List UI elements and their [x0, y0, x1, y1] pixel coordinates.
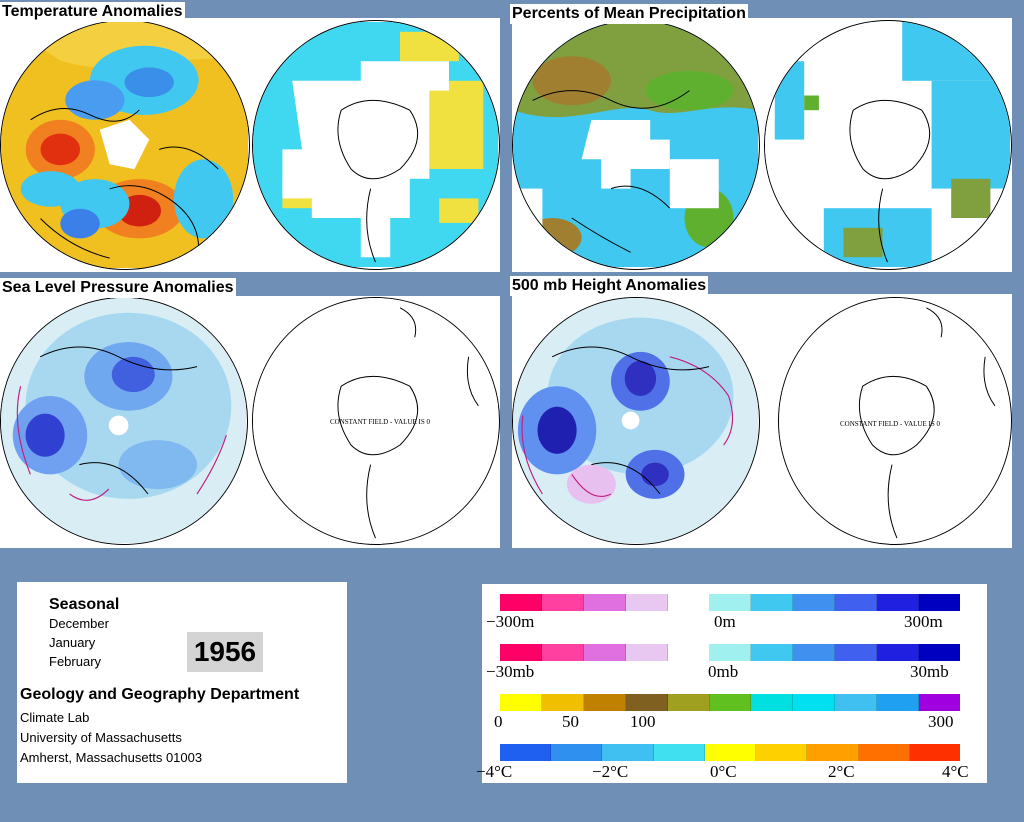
temperature-panel	[0, 18, 500, 272]
university-name: University of Massachusetts	[20, 730, 182, 745]
precip-colorbar-segment	[919, 694, 960, 711]
slp-panel: CONSTANT FIELD - VALUE IS 0	[0, 296, 500, 548]
temp-label-0: −4°C	[476, 762, 513, 781]
temp-colorbar-segment	[756, 744, 808, 761]
precip-colorbar-segment	[835, 694, 878, 711]
temp-colorbar-segment	[704, 744, 757, 761]
slp-map-sh	[252, 297, 500, 545]
pressure-colorbar-segment	[751, 644, 794, 661]
pressure-colorbar-segment	[625, 644, 668, 661]
month-1: December	[49, 616, 109, 631]
temp-label-1: −2°C	[592, 762, 629, 781]
precip-label-3: 300	[928, 712, 954, 731]
height-label-max: 300m	[904, 612, 943, 631]
precip-colorbar-segment	[793, 694, 836, 711]
temp-colorbar-segment	[500, 744, 552, 761]
temp-label-3: 2°C	[828, 762, 855, 781]
precip-label-0: 0	[494, 712, 503, 731]
height500-constant-field-label: CONSTANT FIELD - VALUE IS 0	[840, 420, 940, 428]
height-label-min: −300m	[486, 612, 535, 631]
lab-name: Climate Lab	[20, 710, 90, 725]
pressure-label-mid: 0mb	[708, 662, 739, 681]
temperature-map-sh	[252, 20, 500, 270]
temperature-title: Temperature Anomalies	[0, 2, 185, 22]
precip-label-1: 50	[562, 712, 579, 731]
height-colorbar-segment	[500, 594, 542, 611]
precipitation-map-sh	[764, 20, 1012, 270]
temp-label-4: 4°C	[942, 762, 969, 781]
pressure-colorbar-segment	[919, 644, 960, 661]
precip-colorbar-segment	[541, 694, 584, 711]
temp-colorbar	[500, 744, 960, 761]
height-colorbar-segment	[877, 594, 920, 611]
temp-colorbar-segment	[551, 744, 603, 761]
precipitation-map-nh	[512, 20, 760, 270]
temperature-map-nh	[0, 20, 250, 270]
pressure-label-min: −30mb	[486, 662, 535, 681]
season-label: Seasonal	[49, 596, 120, 613]
height-colorbar-segment	[583, 594, 626, 611]
legend-box: −300m 0m 300m −30mb 0mb 30mb 0 50 100 30…	[476, 584, 987, 783]
height-colorbar-segment	[667, 594, 710, 611]
pressure-colorbar-segment	[583, 644, 626, 661]
height-colorbar-segment	[709, 594, 752, 611]
month-2: January	[49, 635, 96, 650]
precip-colorbar-segment	[583, 694, 626, 711]
height-colorbar-segment	[625, 594, 668, 611]
height500-map-nh	[512, 297, 760, 545]
temp-colorbar-segment	[653, 744, 705, 761]
info-box: Seasonal December January February 1956 …	[17, 582, 347, 783]
month-3: February	[49, 654, 102, 669]
precip-colorbar	[500, 694, 960, 711]
height-colorbar-segment	[793, 594, 836, 611]
height-colorbar	[500, 594, 960, 611]
temp-colorbar-segment	[602, 744, 654, 761]
pressure-label-max: 30mb	[910, 662, 949, 681]
precip-colorbar-segment	[500, 694, 542, 711]
precip-colorbar-segment	[877, 694, 920, 711]
height500-map-sh	[778, 297, 1012, 545]
year-badge: 1956	[187, 632, 263, 672]
pressure-colorbar-segment	[667, 644, 710, 661]
pressure-colorbar-segment	[500, 644, 542, 661]
pressure-colorbar-segment	[709, 644, 752, 661]
height500-title: 500 mb Height Anomalies	[510, 276, 709, 296]
height500-panel: CONSTANT FIELD - VALUE IS 0	[512, 294, 1012, 548]
height-colorbar-segment	[751, 594, 794, 611]
department-name: Geology and Geography Department	[20, 686, 300, 703]
precipitation-panel	[512, 18, 1012, 272]
temp-colorbar-segment	[909, 744, 960, 761]
temp-colorbar-segment	[807, 744, 859, 761]
precipitation-title: Percents of Mean Precipitation	[510, 4, 748, 24]
pressure-colorbar-segment	[835, 644, 878, 661]
height-colorbar-segment	[919, 594, 960, 611]
pressure-colorbar	[500, 644, 960, 661]
temp-colorbar-segment	[858, 744, 910, 761]
address: Amherst, Massachusetts 01003	[20, 750, 203, 765]
slp-title: Sea Level Pressure Anomalies	[0, 278, 236, 298]
slp-constant-field-label: CONSTANT FIELD - VALUE IS 0	[330, 418, 430, 426]
height-colorbar-segment	[835, 594, 878, 611]
precip-colorbar-segment	[625, 694, 668, 711]
pressure-colorbar-segment	[877, 644, 920, 661]
precip-colorbar-segment	[709, 694, 752, 711]
pressure-colorbar-segment	[793, 644, 836, 661]
pressure-colorbar-segment	[541, 644, 584, 661]
precip-colorbar-segment	[667, 694, 710, 711]
temp-label-2: 0°C	[710, 762, 737, 781]
height-label-mid: 0m	[714, 612, 736, 631]
precip-colorbar-segment	[751, 694, 794, 711]
precip-label-2: 100	[630, 712, 656, 731]
slp-map-nh	[0, 297, 248, 545]
height-colorbar-segment	[541, 594, 584, 611]
